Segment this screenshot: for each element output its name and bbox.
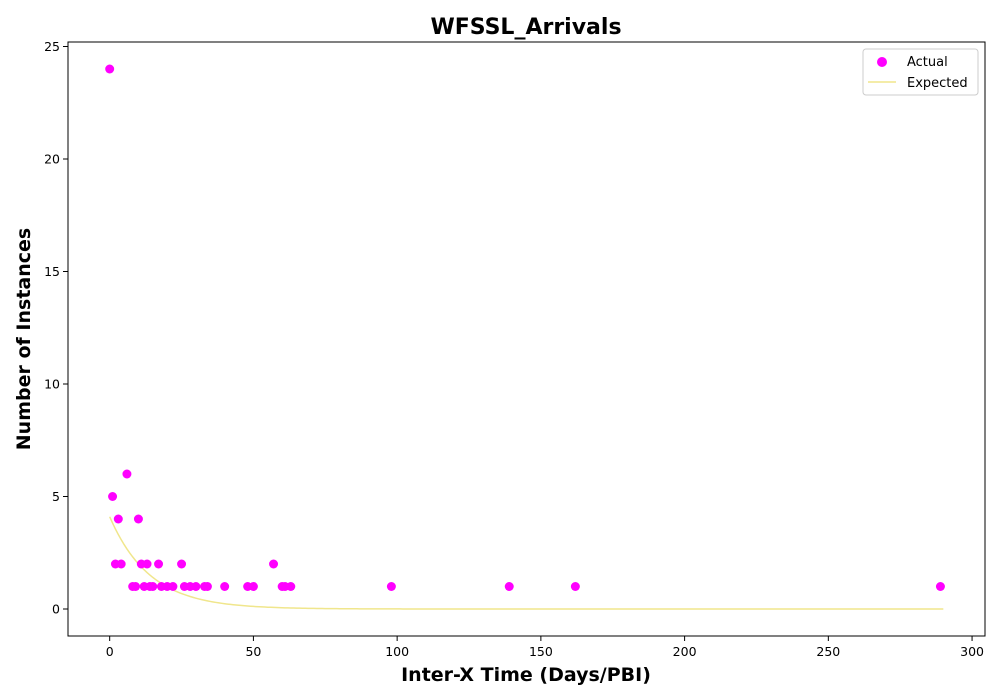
y-axis: 0 5 10 15 20 25 xyxy=(44,39,68,617)
actual-point xyxy=(108,492,118,501)
x-tick-label: 300 xyxy=(960,644,984,659)
plot-frame xyxy=(67,41,986,637)
actual-point xyxy=(113,514,123,524)
legend: Actual Expected xyxy=(862,48,979,96)
actual-point xyxy=(131,582,141,591)
actual-point xyxy=(148,582,158,591)
y-tick-label: 15 xyxy=(44,264,60,279)
x-tick-label: 200 xyxy=(673,644,697,659)
y-tick-label: 0 xyxy=(52,602,60,617)
y-tick-label: 20 xyxy=(44,152,60,167)
actual-point xyxy=(570,582,580,591)
actual-point xyxy=(202,582,212,591)
legend-marker-actual xyxy=(877,57,887,67)
actual-point xyxy=(386,582,396,591)
expected-line xyxy=(108,516,944,610)
actual-point xyxy=(168,582,178,591)
chart-title: WFSSL_Arrivals xyxy=(430,15,621,40)
actual-point xyxy=(142,559,152,569)
actual-point xyxy=(220,582,230,591)
actual-point xyxy=(116,559,126,569)
x-axis: 0 50 100 150 200 250 300 xyxy=(106,636,984,659)
plot-area xyxy=(68,42,985,636)
legend-box xyxy=(862,48,979,96)
actual-point xyxy=(248,582,258,591)
actual-point xyxy=(122,469,132,479)
y-tick-label: 10 xyxy=(44,377,60,392)
actual-point xyxy=(286,582,296,591)
actual-series xyxy=(105,64,945,591)
y-tick-label: 5 xyxy=(52,489,60,504)
actual-point xyxy=(504,582,514,591)
x-tick-label: 50 xyxy=(245,644,261,659)
actual-point xyxy=(105,64,115,74)
actual-point xyxy=(133,514,143,524)
actual-point xyxy=(154,559,164,569)
legend-label-expected: Expected xyxy=(907,76,968,91)
actual-point xyxy=(269,559,279,569)
actual-point xyxy=(177,559,187,569)
x-tick-label: 100 xyxy=(385,644,409,659)
y-tick-label: 25 xyxy=(44,39,60,54)
x-tick-label: 0 xyxy=(106,644,114,659)
x-axis-title: Inter-X Time (Days/PBI) xyxy=(401,664,651,686)
expected-series xyxy=(108,516,944,610)
actual-point xyxy=(191,582,201,591)
actual-point xyxy=(935,582,945,591)
y-axis-title: Number of Instances xyxy=(13,228,35,450)
x-tick-label: 250 xyxy=(816,644,840,659)
x-tick-label: 150 xyxy=(529,644,553,659)
legend-label-actual: Actual xyxy=(907,55,948,70)
